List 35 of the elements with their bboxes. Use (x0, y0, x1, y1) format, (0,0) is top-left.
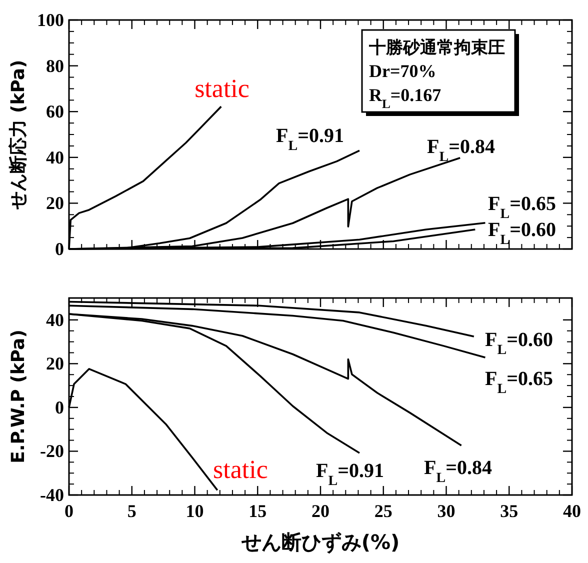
y-axis-title: E.P.W.P (kPa) (8, 330, 29, 464)
y-tick-label: 40 (46, 310, 64, 330)
x-tick-label: 30 (437, 501, 456, 521)
series-label: static (194, 74, 250, 103)
y-axis-title: せん断応力 (kPa) (8, 60, 29, 210)
annotation: 十勝砂通常拘束圧 (368, 38, 505, 58)
y-tick-label: 0 (55, 397, 64, 418)
legend-label: F$_{L}$=0.65 (485, 368, 553, 396)
y-tick-label: -40 (40, 485, 64, 505)
legend-label: F$_{L}$=0.60 (488, 219, 556, 248)
x-tick-label: 10 (186, 501, 204, 521)
legend-label: F$_{L}$=0.65 (488, 193, 556, 222)
x-tick-label: 35 (500, 501, 518, 521)
series-label: F$_{L}$=0.91 (316, 460, 384, 488)
x-tick-label: 5 (127, 501, 136, 521)
x-tick-label: 25 (374, 501, 392, 521)
y-tick-label: 20 (46, 354, 64, 374)
legend-label: F$_{L}$=0.60 (485, 329, 553, 358)
x-tick-label: 40 (563, 501, 581, 521)
series-label: F$_{L}$=0.84 (424, 457, 492, 486)
x-tick-label: 20 (312, 501, 330, 521)
annotation: Dr=70% (369, 61, 436, 81)
series-label: F$_{L}$=0.84 (427, 136, 495, 164)
y-tick-label: 100 (37, 10, 64, 30)
y-tick-label: 60 (46, 102, 64, 122)
y-tick-label: 80 (46, 56, 64, 76)
y-tick-label: 20 (46, 193, 64, 214)
x-tick-label: 15 (248, 501, 267, 521)
y-tick-label: 40 (46, 147, 64, 168)
y-tick-label: 0 (55, 239, 64, 259)
series-label: static (213, 455, 268, 484)
x-axis-title: せん断ひずみ(%) (240, 530, 400, 554)
annotation: R$_{L}$=0.167 (369, 85, 442, 111)
y-tick-label: -20 (40, 441, 64, 462)
series-label: F$_{L}$=0.91 (276, 125, 344, 154)
